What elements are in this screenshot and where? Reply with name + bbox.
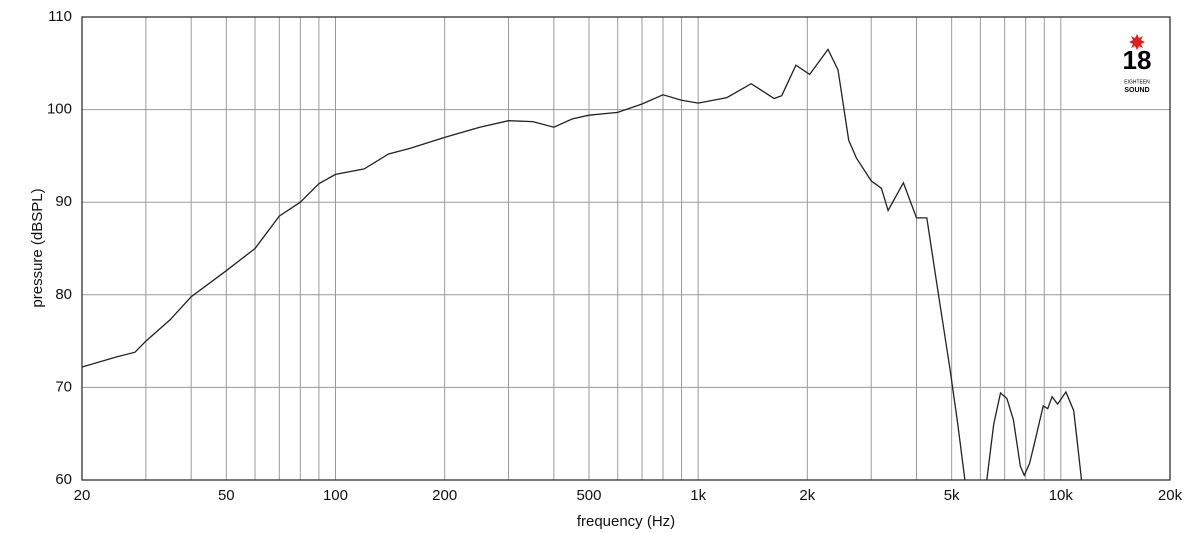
plot-area [82,48,1083,480]
grid [81,16,1171,481]
plot-frame [81,16,1171,481]
y-tick-label: 80 [55,286,72,303]
x-tick-label: 50 [218,487,235,504]
x-tick-label: 500 [576,487,601,504]
x-tick-label: 20 [74,487,91,504]
x-tick-label: 5k [944,487,960,504]
logo-number: 18 [1123,45,1152,75]
y-tick-label: 110 [48,8,72,25]
x-tick-label: 20k [1158,487,1183,504]
response-curve [82,48,1083,480]
x-tick-label: 200 [432,487,457,504]
x-axis-title: frequency (Hz) [577,513,675,530]
logo-star [1129,34,1145,50]
y-tick-label: 100 [47,101,72,118]
x-tick-label: 100 [323,487,348,504]
logo: 18 EIGHTEEN SOUND [1123,34,1152,94]
x-tick-label: 10k [1049,487,1074,504]
y-tick-label: 90 [55,193,72,210]
y-tick-label: 70 [55,378,72,395]
y-axis-title: pressure (dBSPL) [29,188,46,307]
logo-text: SOUND [1124,87,1149,94]
x-tick-label: 1k [690,487,706,504]
x-tick-label: 2k [799,487,815,504]
y-tick-label: 60 [55,471,72,488]
logo-text: EIGHTEEN [1124,79,1150,85]
